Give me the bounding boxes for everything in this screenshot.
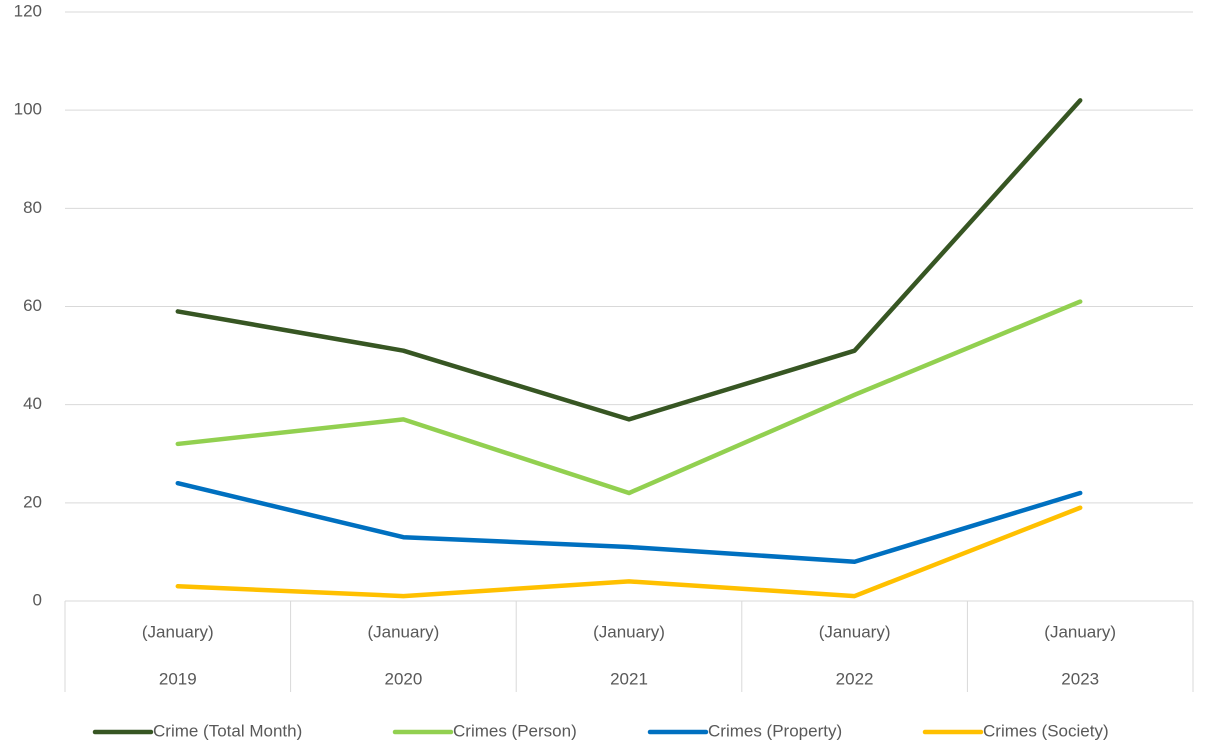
legend-label: Crimes (Property): [708, 721, 842, 740]
y-tick-label: 0: [33, 590, 42, 609]
x-tick-label: (January): [819, 622, 891, 641]
y-tick-label: 80: [23, 198, 42, 217]
legend-label: Crimes (Society): [983, 721, 1109, 740]
y-tick-label: 20: [23, 492, 42, 511]
x-tick-label: (January): [142, 622, 214, 641]
x-group-label: 2019: [159, 669, 197, 688]
y-tick-label: 120: [14, 1, 42, 20]
x-tick-label: (January): [593, 622, 665, 641]
y-tick-label: 60: [23, 296, 42, 315]
x-group-label: 2020: [384, 669, 422, 688]
legend-label: Crime (Total Month): [153, 721, 302, 740]
series-line: [175, 299, 1083, 496]
series-line: [175, 480, 1083, 564]
x-group-label: 2021: [610, 669, 648, 688]
series-line: [175, 505, 1083, 599]
series-line: [175, 98, 1083, 422]
x-tick-label: (January): [367, 622, 439, 641]
y-tick-label: 100: [14, 100, 42, 119]
y-tick-label: 40: [23, 394, 42, 413]
x-group-label: 2022: [836, 669, 874, 688]
x-tick-label: (January): [1044, 622, 1116, 641]
legend-label: Crimes (Person): [453, 721, 577, 740]
x-group-label: 2023: [1061, 669, 1099, 688]
